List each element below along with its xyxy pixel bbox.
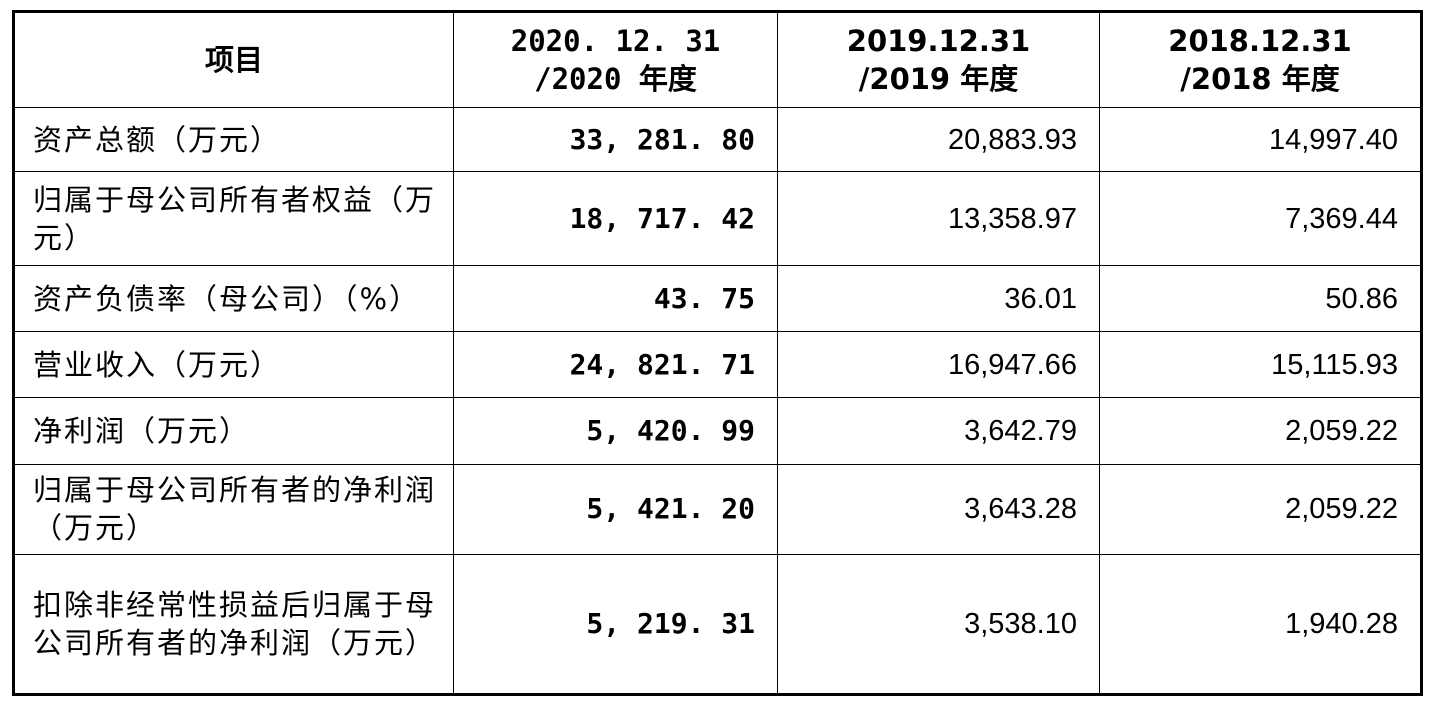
- row-label: 归属于母公司所有者的净利润（万元）: [13, 463, 454, 555]
- header-2018: 2018.12.31 /2018 年度: [1099, 11, 1422, 108]
- row-label: 资产负债率（母公司）（%）: [13, 265, 454, 333]
- table-row: 扣除非经常性损益后归属于母公司所有者的净利润（万元） 5, 219. 31 3,…: [13, 553, 1422, 696]
- table-row: 归属于母公司所有者权益（万元） 18, 717. 42 13,358.97 7,…: [13, 171, 1422, 267]
- value-2019: 20,883.93: [777, 106, 1100, 173]
- value-2019: 3,643.28: [777, 463, 1100, 555]
- value-2020: 33, 281. 80: [453, 106, 778, 173]
- value-2018: 15,115.93: [1099, 331, 1422, 399]
- header-item: 项目: [13, 11, 454, 108]
- value-2019: 16,947.66: [777, 331, 1100, 399]
- value-2020: 18, 717. 42: [453, 171, 778, 267]
- value-2020: 5, 420. 99: [453, 397, 778, 465]
- table-row: 归属于母公司所有者的净利润（万元） 5, 421. 20 3,643.28 2,…: [13, 463, 1422, 555]
- table-row: 营业收入（万元） 24, 821. 71 16,947.66 15,115.93: [13, 331, 1422, 399]
- header-2018-year: /2018 年度: [1180, 62, 1340, 96]
- value-2019: 3,538.10: [777, 553, 1100, 696]
- value-2020: 5, 421. 20: [453, 463, 778, 555]
- value-2018: 2,059.22: [1099, 463, 1422, 555]
- header-2019-date: 2019.12.31: [846, 24, 1031, 58]
- value-2020: 5, 219. 31: [453, 553, 778, 696]
- value-2018: 1,940.28: [1099, 553, 1422, 696]
- header-2019: 2019.12.31 /2019 年度: [777, 11, 1100, 108]
- value-2019: 36.01: [777, 265, 1100, 333]
- row-label: 归属于母公司所有者权益（万元）: [13, 171, 454, 267]
- value-2020: 43. 75: [453, 265, 778, 333]
- value-2019: 3,642.79: [777, 397, 1100, 465]
- header-2018-date: 2018.12.31: [1168, 24, 1352, 58]
- table-row: 净利润（万元） 5, 420. 99 3,642.79 2,059.22: [13, 397, 1422, 465]
- value-2018: 2,059.22: [1099, 397, 1422, 465]
- row-label: 扣除非经常性损益后归属于母公司所有者的净利润（万元）: [13, 553, 454, 696]
- value-2018: 50.86: [1099, 265, 1422, 333]
- table-header-row: 项目 2020. 12. 31 /2020 年度 2019.12.31 /201…: [13, 11, 1422, 108]
- table-row: 资产总额（万元） 33, 281. 80 20,883.93 14,997.40: [13, 106, 1422, 173]
- value-2020: 24, 821. 71: [453, 331, 778, 399]
- table-row: 资产负债率（母公司）（%） 43. 75 36.01 50.86: [13, 265, 1422, 333]
- financial-summary-table: 项目 2020. 12. 31 /2020 年度 2019.12.31 /201…: [12, 10, 1423, 696]
- header-2019-year: /2019 年度: [858, 62, 1019, 96]
- row-label: 净利润（万元）: [13, 397, 454, 465]
- row-label: 营业收入（万元）: [13, 331, 454, 399]
- header-2020-date: 2020. 12. 31: [510, 24, 721, 58]
- header-2020: 2020. 12. 31 /2020 年度: [453, 11, 778, 108]
- value-2019: 13,358.97: [777, 171, 1100, 267]
- value-2018: 7,369.44: [1099, 171, 1422, 267]
- row-label: 资产总额（万元）: [13, 106, 454, 173]
- header-2020-year: /2020 年度: [534, 62, 697, 96]
- value-2018: 14,997.40: [1099, 106, 1422, 173]
